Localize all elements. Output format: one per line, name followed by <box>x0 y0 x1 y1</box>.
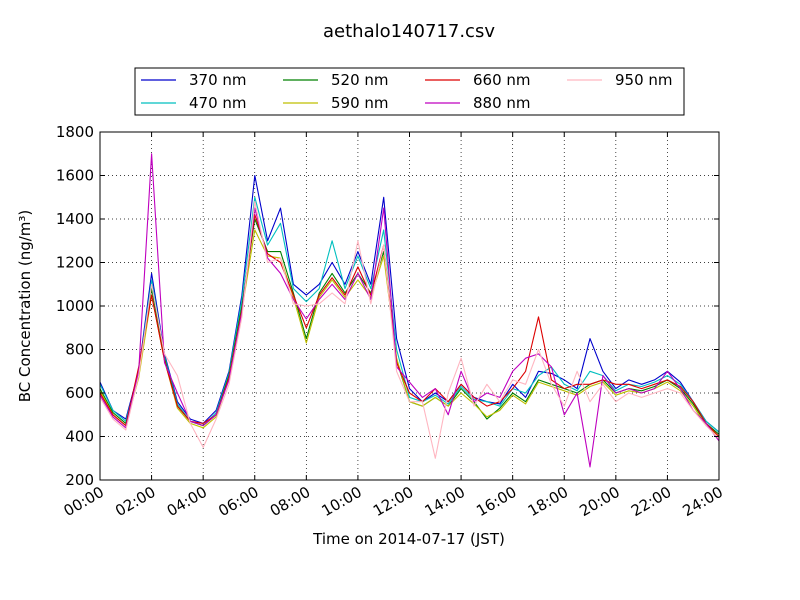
y-tick-label: 1600 <box>56 167 94 185</box>
x-tick-label: 16:00 <box>473 483 519 520</box>
x-tick-label: 02:00 <box>112 483 158 520</box>
legend-label-6: 950 nm <box>615 71 673 89</box>
x-tick-label: 06:00 <box>215 483 261 520</box>
x-tick-label: 22:00 <box>628 483 674 520</box>
series-line-4 <box>99 214 720 437</box>
series-lines <box>99 153 720 468</box>
x-tick-label: 12:00 <box>370 483 416 520</box>
x-tick-label: 24:00 <box>680 483 726 520</box>
y-tick-label: 1800 <box>56 123 94 141</box>
x-tick-label: 04:00 <box>164 483 210 520</box>
legend-box <box>134 67 685 116</box>
x-tick-label: 10:00 <box>318 483 364 520</box>
series-line-5 <box>99 153 720 468</box>
y-axis-label: BC Concentration (ng/m³) <box>16 210 34 403</box>
y-tick-label: 1000 <box>56 297 94 315</box>
legend: 370 nm 470 nm 520 nm 590 nm 660 nm 880 nm 950 … <box>134 67 685 116</box>
plot-area <box>100 132 719 480</box>
y-axis-ticks: 200 400 600 800 1000 1200 1400 1600 1800 <box>56 123 719 489</box>
y-tick-label: 1200 <box>56 254 94 272</box>
legend-label-2: 520 nm <box>331 71 389 89</box>
y-tick-label: 1400 <box>56 210 94 228</box>
x-tick-label: 18:00 <box>525 483 571 520</box>
legend-label-0: 370 nm <box>189 71 247 89</box>
plot-background <box>100 132 719 480</box>
series-line-6 <box>99 201 720 459</box>
chart-title: aethalo140717.csv <box>323 21 495 42</box>
legend-label-4: 660 nm <box>473 71 531 89</box>
y-tick-label: 200 <box>65 471 94 489</box>
x-tick-label: 08:00 <box>267 483 313 520</box>
legend-label-5: 880 nm <box>473 94 531 112</box>
legend-label-1: 470 nm <box>189 94 247 112</box>
y-tick-label: 800 <box>65 341 94 359</box>
x-tick-label: 20:00 <box>576 483 622 520</box>
y-tick-label: 600 <box>65 384 94 402</box>
x-tick-label: 14:00 <box>422 483 468 520</box>
x-axis-label: Time on 2014-07-17 (JST) <box>312 530 505 548</box>
legend-label-3: 590 nm <box>331 94 389 112</box>
y-tick-label: 400 <box>65 428 94 446</box>
